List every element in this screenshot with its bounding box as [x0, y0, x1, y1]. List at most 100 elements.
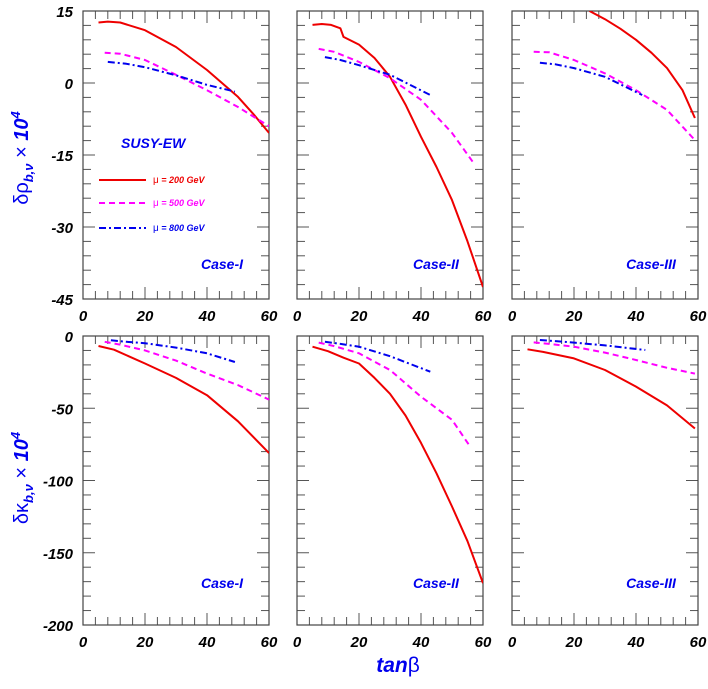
y-tick-label: -150 [43, 546, 74, 563]
x-tick-label: 60 [261, 634, 278, 651]
legend: μ = 200 GeV μ = 500 GeV μ = 800 GeV [99, 175, 206, 234]
x-tick-label: 40 [412, 634, 430, 651]
ticks [82, 10, 270, 300]
series-group [533, 11, 696, 141]
series-line-solid [98, 345, 269, 454]
x-axis-label: tanβ [376, 654, 420, 677]
x-label-main: tan [376, 654, 408, 677]
case-label: Case-III [626, 575, 677, 591]
series-group [98, 20, 269, 134]
series-group [98, 339, 269, 454]
x-tick-label: 0 [508, 308, 517, 325]
y-label-exponent: 4 [8, 431, 23, 440]
y-axis-label-top: δρb,ν × 104 [8, 110, 36, 204]
x-tick-label: 20 [350, 308, 368, 325]
plot-frame [82, 335, 270, 626]
series-line-dashdot [539, 61, 643, 96]
series-line-dashdot [110, 339, 236, 363]
x-tick-label: 20 [136, 308, 154, 325]
series-line-dashed [318, 47, 475, 164]
y-label-power: 10 [11, 118, 33, 140]
x-tick-label: 0 [79, 634, 88, 651]
x-tick-label: 20 [350, 634, 368, 651]
x-tick-label: 40 [627, 634, 645, 651]
legend-label: μ = 800 GeV [153, 223, 206, 234]
y-label-subscript: b,ν [21, 163, 36, 183]
panel-2: 0 20 40 60 Case-II [293, 10, 492, 325]
case-label: Case-III [626, 256, 677, 272]
plot-frame [511, 10, 699, 300]
panel-5: 0 20 40 60 Case-II [293, 335, 492, 651]
y-tick-label: -50 [51, 401, 73, 418]
x-tick-label: 20 [565, 308, 583, 325]
y-label-symbol: δκ [11, 502, 33, 524]
x-tick-label: 60 [475, 308, 492, 325]
plot-frame [82, 10, 270, 300]
series-line-dashed [533, 341, 696, 375]
x-tick-label: 40 [412, 308, 430, 325]
x-tick-label: 60 [261, 308, 278, 325]
y-tick-label: -45 [51, 292, 73, 309]
panel-3: 0 20 40 60 Case-III [508, 10, 707, 325]
series-line-dashdot [107, 60, 236, 93]
series-group [527, 339, 696, 430]
y-tick-label: -200 [43, 618, 74, 635]
legend-label: μ = 200 GeV [153, 175, 206, 186]
x-tick-label: 60 [475, 634, 492, 651]
x-tick-label: 0 [293, 308, 302, 325]
series-line-dashed [104, 51, 269, 128]
y-label-symbol: δρ [11, 182, 33, 205]
series-line-solid [312, 23, 483, 288]
case-label: Case-I [201, 256, 244, 272]
annotation-susy-ew: SUSY-EW [121, 135, 187, 151]
x-tick-label: 0 [293, 634, 302, 651]
y-label-power: 10 [11, 439, 33, 461]
x-tick-label: 60 [690, 308, 707, 325]
case-label: Case-II [413, 256, 460, 272]
series-line-dashed [533, 50, 696, 141]
panel-4: 0 20 40 60 0 -50 -100 -150 -200 Case-I [43, 329, 278, 651]
y-tick-label: 15 [56, 4, 73, 21]
y-label-times: × [11, 141, 33, 164]
legend-item: μ = 500 GeV [99, 198, 206, 209]
panel-6: 0 20 40 60 Case-III [508, 335, 707, 651]
ticks [296, 10, 484, 300]
series-line-solid [589, 11, 696, 119]
series-line-dashdot [324, 340, 431, 373]
legend-item: μ = 800 GeV [99, 223, 206, 234]
series-group [312, 340, 483, 584]
x-tick-label: 0 [79, 308, 88, 325]
x-tick-label: 0 [508, 634, 517, 651]
case-label: Case-II [413, 575, 460, 591]
series-line-dashdot [539, 339, 646, 351]
y-label-exponent: 4 [8, 110, 23, 119]
series-line-dashdot [324, 56, 431, 96]
plot-frame [511, 335, 699, 626]
y-tick-label: -15 [51, 148, 73, 165]
series-line-dashed [104, 340, 269, 401]
y-axis-label-bottom: δκb,ν × 104 [8, 431, 36, 524]
x-tick-label: 40 [627, 308, 645, 325]
series-line-dashed [318, 341, 472, 448]
y-label-subscript: b,ν [21, 483, 36, 503]
x-label-greek: β [408, 654, 420, 677]
y-tick-label: 0 [65, 76, 74, 93]
x-tick-label: 20 [136, 634, 154, 651]
plot-frame [296, 10, 484, 300]
case-label: Case-I [201, 575, 244, 591]
y-label-times: × [11, 461, 33, 484]
y-tick-label: -100 [43, 474, 74, 491]
y-tick-label: -30 [51, 220, 73, 237]
legend-item: μ = 200 GeV [99, 175, 206, 186]
series-line-solid [312, 345, 483, 584]
plot-frame [296, 335, 484, 626]
legend-label: μ = 500 GeV [153, 198, 206, 209]
y-tick-label: 0 [65, 329, 74, 346]
x-tick-label: 20 [565, 634, 583, 651]
x-tick-label: 60 [690, 634, 707, 651]
series-line-solid [98, 20, 269, 134]
x-tick-label: 40 [198, 634, 216, 651]
x-tick-label: 40 [198, 308, 216, 325]
